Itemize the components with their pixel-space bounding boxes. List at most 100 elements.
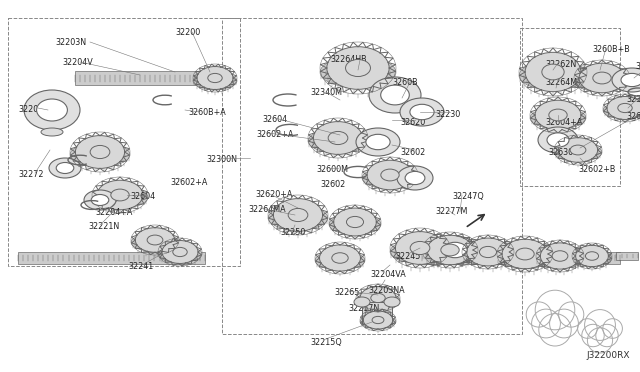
Bar bbox=[520, 28, 620, 186]
Ellipse shape bbox=[427, 235, 473, 265]
Text: 32200: 32200 bbox=[175, 28, 200, 37]
Ellipse shape bbox=[308, 129, 368, 153]
Ellipse shape bbox=[467, 238, 509, 266]
Ellipse shape bbox=[502, 239, 548, 269]
Ellipse shape bbox=[360, 286, 396, 310]
Ellipse shape bbox=[111, 189, 129, 201]
Ellipse shape bbox=[618, 103, 632, 113]
Ellipse shape bbox=[396, 232, 445, 264]
Text: 32602: 32602 bbox=[400, 148, 425, 157]
Polygon shape bbox=[18, 252, 205, 264]
Text: 32602: 32602 bbox=[320, 180, 345, 189]
Text: 32204VA: 32204VA bbox=[370, 270, 406, 279]
Text: 32602+B: 32602+B bbox=[626, 112, 640, 121]
Ellipse shape bbox=[320, 57, 396, 88]
Ellipse shape bbox=[621, 73, 640, 87]
Text: 32600M: 32600M bbox=[316, 165, 348, 174]
Text: 32221N: 32221N bbox=[88, 222, 119, 231]
Ellipse shape bbox=[364, 311, 393, 329]
Text: 32348M: 32348M bbox=[626, 95, 640, 104]
Ellipse shape bbox=[536, 249, 584, 269]
Ellipse shape bbox=[197, 67, 233, 90]
Text: 32241: 32241 bbox=[128, 262, 153, 271]
Ellipse shape bbox=[273, 199, 323, 231]
Text: 32204+A: 32204+A bbox=[95, 208, 132, 217]
Ellipse shape bbox=[579, 63, 625, 93]
Text: 32204V: 32204V bbox=[62, 58, 93, 67]
Ellipse shape bbox=[346, 60, 371, 77]
Ellipse shape bbox=[371, 294, 385, 302]
Bar bbox=[222, 18, 522, 334]
Ellipse shape bbox=[612, 68, 640, 92]
Text: 32264HB: 32264HB bbox=[330, 55, 367, 64]
Text: 32620: 32620 bbox=[400, 118, 425, 127]
Ellipse shape bbox=[288, 208, 308, 222]
Ellipse shape bbox=[372, 317, 384, 324]
Ellipse shape bbox=[328, 131, 348, 145]
Ellipse shape bbox=[586, 252, 598, 260]
Ellipse shape bbox=[572, 251, 612, 266]
Ellipse shape bbox=[574, 70, 630, 92]
Ellipse shape bbox=[405, 171, 425, 185]
Ellipse shape bbox=[547, 133, 569, 147]
Ellipse shape bbox=[193, 73, 237, 89]
Ellipse shape bbox=[593, 72, 611, 84]
Ellipse shape bbox=[462, 245, 514, 265]
Text: 32604+A: 32604+A bbox=[545, 118, 582, 127]
Ellipse shape bbox=[362, 167, 418, 189]
Ellipse shape bbox=[92, 195, 109, 205]
Bar bbox=[8, 18, 240, 266]
Text: 32602+B: 32602+B bbox=[578, 165, 616, 174]
Ellipse shape bbox=[554, 143, 602, 161]
Bar bbox=[362, 302, 392, 324]
Ellipse shape bbox=[535, 100, 581, 130]
Polygon shape bbox=[422, 252, 620, 264]
Ellipse shape bbox=[540, 243, 580, 269]
Ellipse shape bbox=[369, 77, 421, 113]
Ellipse shape bbox=[56, 163, 74, 173]
Text: J32200RX: J32200RX bbox=[586, 351, 630, 360]
Ellipse shape bbox=[367, 160, 413, 190]
Ellipse shape bbox=[410, 241, 430, 254]
Ellipse shape bbox=[443, 242, 467, 258]
Ellipse shape bbox=[410, 104, 434, 120]
Ellipse shape bbox=[332, 253, 348, 263]
Ellipse shape bbox=[542, 64, 564, 80]
Ellipse shape bbox=[552, 251, 568, 261]
Text: 32217N: 32217N bbox=[348, 304, 380, 313]
Ellipse shape bbox=[327, 46, 389, 89]
Ellipse shape bbox=[346, 217, 364, 228]
Text: 3260B+A: 3260B+A bbox=[188, 108, 226, 117]
Ellipse shape bbox=[397, 166, 433, 190]
Ellipse shape bbox=[422, 243, 478, 264]
Ellipse shape bbox=[390, 240, 450, 264]
Ellipse shape bbox=[400, 98, 444, 126]
Ellipse shape bbox=[575, 246, 609, 267]
Ellipse shape bbox=[147, 235, 163, 245]
Polygon shape bbox=[616, 252, 638, 260]
Ellipse shape bbox=[558, 138, 598, 162]
Text: 32272: 32272 bbox=[18, 170, 44, 179]
Ellipse shape bbox=[570, 145, 586, 155]
Ellipse shape bbox=[41, 128, 63, 136]
Ellipse shape bbox=[433, 236, 477, 264]
Ellipse shape bbox=[381, 169, 399, 181]
Ellipse shape bbox=[607, 96, 640, 119]
Ellipse shape bbox=[497, 247, 553, 269]
Ellipse shape bbox=[314, 122, 363, 154]
Ellipse shape bbox=[84, 190, 116, 210]
Ellipse shape bbox=[24, 90, 80, 130]
Ellipse shape bbox=[366, 134, 390, 150]
Ellipse shape bbox=[603, 102, 640, 119]
Ellipse shape bbox=[525, 52, 581, 92]
Text: 32247Q: 32247Q bbox=[452, 192, 484, 201]
Text: 3260B+B: 3260B+B bbox=[592, 45, 630, 54]
Text: 32264M: 32264M bbox=[545, 78, 577, 87]
Ellipse shape bbox=[354, 297, 370, 307]
Ellipse shape bbox=[319, 245, 360, 271]
Text: 32604: 32604 bbox=[262, 115, 287, 124]
Ellipse shape bbox=[530, 107, 586, 129]
Ellipse shape bbox=[381, 85, 410, 105]
Text: 32204: 32204 bbox=[18, 105, 44, 114]
Ellipse shape bbox=[516, 248, 534, 260]
